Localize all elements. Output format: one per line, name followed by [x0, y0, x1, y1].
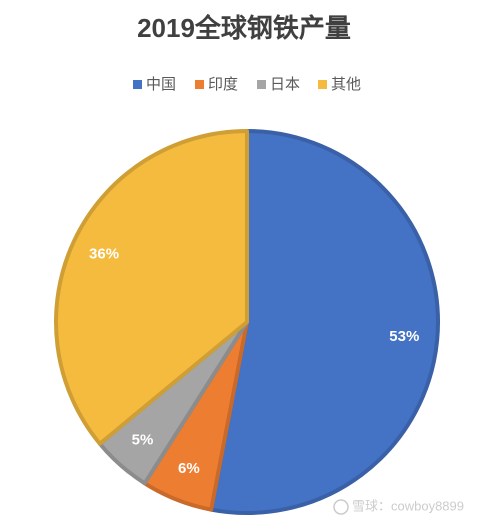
legend-label: 中国: [146, 76, 176, 93]
data-label: 6%: [178, 460, 200, 477]
watermark-icon: [333, 499, 349, 515]
watermark-group: 雪球：cowboy8899: [333, 498, 464, 515]
data-label: 53%: [389, 328, 419, 345]
data-label: 36%: [89, 246, 119, 263]
legend-swatch: [133, 80, 142, 89]
legend-label: 印度: [208, 76, 238, 93]
data-labels: 53% 6% 5% 36%: [89, 246, 419, 477]
legend: 中国 印度 日本 其他: [133, 76, 361, 93]
data-label: 5%: [132, 431, 154, 448]
legend-swatch: [257, 80, 266, 89]
pie-slice: [54, 129, 249, 446]
watermark: 雪球：cowboy8899: [352, 498, 464, 513]
chart-title: 2019全球钢铁产量: [137, 13, 351, 43]
legend-label: 日本: [270, 76, 300, 93]
pie: [54, 129, 440, 515]
legend-label: 其他: [331, 76, 361, 93]
legend-swatch: [318, 80, 327, 89]
legend-swatch: [195, 80, 204, 89]
pie-slice: [209, 129, 440, 515]
